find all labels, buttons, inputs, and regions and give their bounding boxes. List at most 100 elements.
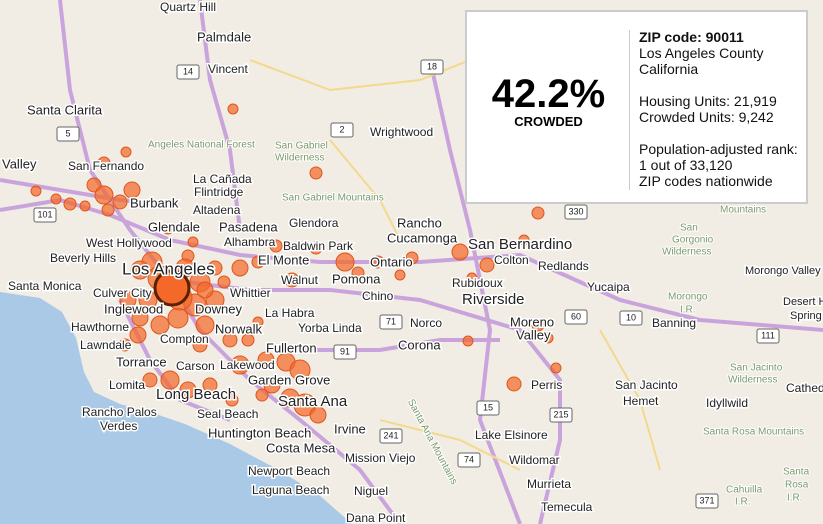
place-label: Glendora: [289, 216, 339, 230]
zip-bubble: [131, 309, 149, 327]
info-panel: 42.2% CROWDED ZIP code: 90011 Los Angele…: [465, 10, 808, 204]
highway-number: 10: [626, 312, 636, 322]
place-label: Valley: [2, 156, 37, 171]
place-label: Redlands: [538, 259, 589, 273]
place-label: Baldwin Park: [283, 239, 354, 253]
highway-shield: [33, 207, 57, 223]
zip-bubble: [550, 362, 562, 374]
zip-bubble: [167, 307, 189, 329]
zip-bubble: [160, 370, 180, 390]
zip-bubble: [195, 315, 215, 335]
zip-bubble: [479, 257, 495, 273]
area-label: Gorgonio: [672, 235, 714, 246]
zip-bubble: [371, 255, 385, 269]
highway-number: 91: [340, 346, 350, 356]
place-label: Santa Monica: [8, 279, 82, 293]
place-label: Walnut: [281, 273, 319, 287]
place-label: Wildomar: [509, 453, 560, 467]
zip-bubble: [351, 266, 365, 280]
zip-bubble: [293, 393, 317, 417]
zip-bubble: [251, 255, 265, 269]
zip-info: ZIP code: 90011 Los Angeles County Calif…: [639, 29, 798, 189]
place-label: Quartz Hill: [160, 0, 216, 14]
place-label: Long Beach: [156, 386, 236, 403]
zip-code: ZIP code: 90011: [639, 29, 744, 45]
highway-shield: [619, 310, 643, 326]
zip-bubble: [466, 272, 478, 284]
place-label: Spring: [790, 310, 822, 322]
highway-number: 241: [383, 430, 398, 440]
area-label: I.R.: [680, 305, 696, 316]
place-label: Burbank: [130, 195, 179, 210]
highway-shield: [564, 309, 588, 325]
area-label: Cahuilla: [726, 485, 763, 496]
place-label: Valley: [516, 327, 551, 342]
place-label: Whittier: [230, 286, 271, 300]
place-label: West Hollywood: [86, 236, 172, 250]
area-label: Wilderness: [728, 375, 777, 386]
highway-shield: [476, 400, 500, 416]
place-label: Fullerton: [266, 340, 317, 355]
zip-bubble: [225, 393, 239, 407]
zip-bubble: [187, 236, 199, 248]
highway-shield: [176, 64, 200, 80]
highway-number: 215: [553, 409, 568, 419]
place-label: San Fernando: [68, 159, 144, 173]
zip-bubble: [284, 272, 300, 288]
zip-bubble: [531, 206, 545, 220]
zip-bubble: [518, 234, 530, 246]
place-label: Wrightwood: [370, 125, 433, 139]
zip-bubble: [63, 197, 77, 211]
zip-bubble: [123, 181, 141, 199]
place-label: Niguel: [354, 484, 388, 498]
place-label: Carson: [176, 359, 215, 373]
place-label: Banning: [652, 316, 696, 330]
area-label: Mountains: [720, 205, 766, 216]
zip-bubble: [542, 332, 554, 344]
place-label: San Jacinto: [615, 378, 678, 392]
place-label: Rancho Palos: [82, 405, 157, 419]
place-label: Garden Grove: [248, 372, 330, 387]
zip-bubble: [335, 252, 355, 272]
place-label: Hawthorne: [71, 320, 129, 334]
zip-bubble: [227, 103, 239, 115]
zip-bubble: [309, 241, 323, 255]
place-label: Costa Mesa: [266, 440, 336, 455]
place-label: Hemet: [623, 394, 659, 408]
place-label: Murrieta: [527, 477, 571, 491]
place-label: Pomona: [332, 271, 381, 286]
area-label: I.R.: [787, 493, 803, 504]
zip-bubble: [309, 166, 323, 180]
place-label: Pasadena: [219, 219, 278, 234]
housing-units: Housing Units: 21,919: [639, 93, 777, 109]
zip-bubble: [130, 260, 150, 280]
area-label: Angeles National Forest: [148, 140, 255, 151]
zip-bubble: [506, 376, 522, 392]
place-label: Vincent: [208, 62, 248, 76]
area-label: Santa Ana Mountains: [405, 397, 459, 486]
highway-number: 5: [65, 128, 70, 138]
crowded-label: CROWDED: [514, 114, 583, 129]
place-label: Verdes: [100, 419, 137, 433]
place-label: Newport Beach: [248, 464, 330, 478]
place-label: Seal Beach: [197, 407, 258, 421]
place-label: El Monte: [258, 252, 309, 267]
zip-bubble: [50, 193, 62, 205]
place-label: Altadena: [193, 203, 241, 217]
zip-bubble: [207, 260, 223, 276]
place-label: Downey: [195, 301, 242, 316]
place-label: La Habra: [265, 306, 315, 320]
place-label: Morongo Valley: [745, 265, 821, 277]
zip-bubble: [531, 318, 545, 332]
zip-bubble: [179, 381, 197, 399]
state: California: [639, 61, 699, 77]
place-label: Irvine: [334, 421, 366, 436]
place-label: Corona: [398, 337, 441, 352]
place-label: Norwalk: [215, 321, 262, 336]
place-label: Beverly Hills: [50, 251, 116, 265]
zip-bubble: [263, 376, 281, 394]
place-label: Santa Clarita: [27, 102, 103, 117]
highway-number: 2: [339, 124, 344, 134]
place-label: Mission Viejo: [345, 451, 416, 465]
